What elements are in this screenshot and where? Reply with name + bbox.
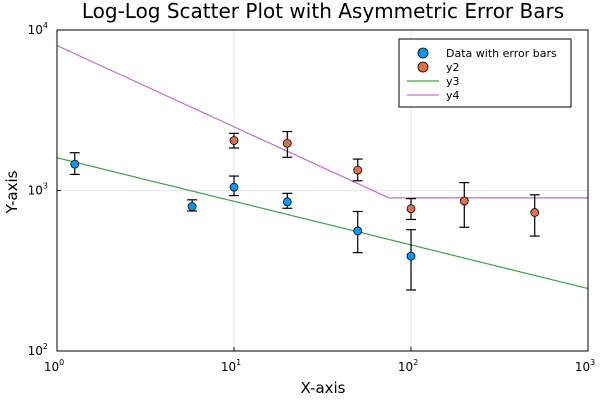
data-point	[187, 202, 197, 211]
series-line-y3	[57, 157, 588, 290]
data-point	[70, 159, 80, 169]
legend-label: Data with error bars	[446, 47, 557, 60]
data-point	[459, 196, 469, 206]
data-point	[282, 138, 292, 148]
y-axis-label: Y-axis	[3, 170, 21, 214]
chart-title: Log-Log Scatter Plot with Asymmetric Err…	[82, 0, 564, 23]
y-tick-label: 102	[28, 342, 48, 358]
legend-label: y3	[446, 75, 460, 88]
x-tick-label: 101	[221, 358, 241, 374]
data-point	[406, 204, 416, 214]
plot-data	[57, 45, 588, 291]
data-point	[353, 226, 363, 236]
x-tick-label: 102	[398, 358, 418, 374]
legend-label: y4	[446, 89, 460, 102]
legend-marker	[417, 61, 429, 73]
data-point	[229, 182, 239, 192]
data-point	[229, 136, 239, 145]
data-point	[406, 251, 416, 261]
x-axis-label: X-axis	[301, 379, 346, 397]
data-point	[282, 197, 292, 207]
x-tick-label: 100	[44, 358, 64, 374]
legend-label: y2	[446, 61, 460, 74]
y-tick-label: 104	[28, 21, 48, 37]
x-tick-label: 103	[575, 358, 595, 374]
series-line-y4	[57, 45, 588, 199]
legend-marker	[417, 47, 429, 59]
y-tick-label: 103	[28, 182, 48, 198]
data-point	[353, 165, 363, 175]
data-point	[530, 208, 540, 217]
